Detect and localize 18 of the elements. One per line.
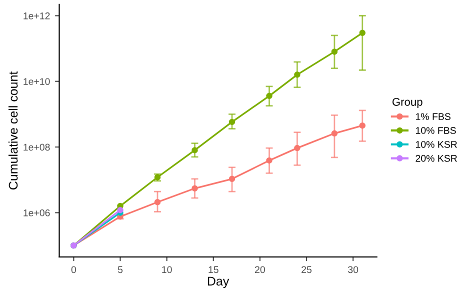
x-tick-label: 0 — [71, 266, 76, 274]
y-tick-label: 1e+08 — [24, 144, 50, 151]
y-tick-label: 1e+06 — [24, 209, 50, 216]
legend-label: 10% FBS — [416, 127, 456, 134]
legend-label: 1% FBS — [416, 113, 450, 120]
y-tick-label: 1e+10 — [24, 78, 50, 85]
x-tick-label: 5 — [118, 266, 123, 274]
y-axis-title: Cumulative cell count — [8, 71, 18, 190]
y-tick-label: 1e+12 — [24, 12, 50, 20]
x-axis-title: Day — [208, 276, 230, 288]
legend-title: Group — [392, 98, 422, 108]
x-tick-label: 15 — [208, 266, 218, 274]
x-tick-label: 20 — [255, 266, 265, 274]
legend-label: 10% KSR — [416, 140, 457, 148]
x-tick-label: 30 — [348, 266, 358, 274]
x-tick-label: 25 — [302, 266, 312, 274]
x-tick-label: 10 — [162, 266, 172, 274]
legend-label: 20% KSR — [416, 154, 457, 162]
